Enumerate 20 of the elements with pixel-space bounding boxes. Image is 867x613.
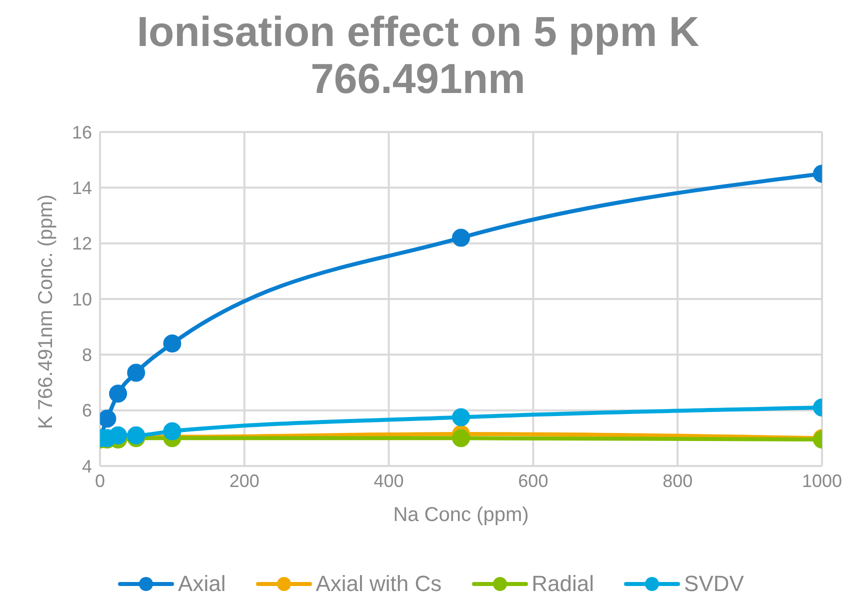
legend-label: Radial xyxy=(530,571,594,597)
x-tick-label: 1000 xyxy=(802,470,842,491)
y-tick-label: 16 xyxy=(72,122,92,142)
legend-label: SVDV xyxy=(683,571,744,597)
legend-label: Axial with Cs xyxy=(314,571,442,597)
legend-label: Axial xyxy=(177,571,226,597)
x-axis-title: Na Conc (ppm) xyxy=(393,504,529,526)
x-tick-label: 200 xyxy=(229,470,260,491)
y-axis-title: K 766.491nm Conc. (ppm) xyxy=(35,194,58,429)
x-tick-label: 600 xyxy=(518,470,548,491)
y-tick-label: 12 xyxy=(72,234,92,254)
chart-title: Ionisation effect on 5 ppm K 766.491nm xyxy=(136,8,700,102)
y-tick-label: 8 xyxy=(82,345,92,366)
y-tick-label: 10 xyxy=(72,289,92,310)
y-tick-label: 6 xyxy=(82,400,92,421)
x-tick-label: 400 xyxy=(374,470,404,491)
x-tick-label: 800 xyxy=(662,470,693,491)
x-tick-label: 0 xyxy=(94,470,106,491)
y-tick-label: 14 xyxy=(72,178,92,198)
y-tick-label: 4 xyxy=(82,456,92,476)
